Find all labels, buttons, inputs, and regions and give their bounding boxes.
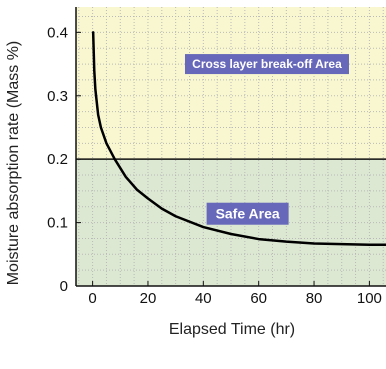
x-tick-label: 60 [250, 290, 267, 307]
y-tick-label: 0 [60, 278, 68, 295]
y-tick-label: 0.3 [47, 88, 68, 105]
y-tick-label: 0.2 [47, 151, 68, 168]
safe-area-label-box [206, 202, 289, 225]
y-tick-label: 0.4 [47, 24, 68, 41]
absorption-curve [91, 31, 386, 247]
y-tick-label: 0.1 [47, 215, 68, 232]
x-axis-label: Elapsed Time (hr) [169, 321, 295, 338]
cross-layer-area-label: Cross layer break-off Area [192, 57, 342, 71]
x-tick-label: 20 [140, 290, 157, 307]
x-tick-label: 100 [357, 290, 382, 307]
cross-layer-area-label-box [184, 54, 349, 75]
x-tick-label: 0 [88, 290, 96, 307]
safe-area-label: Safe Area [216, 206, 280, 222]
x-tick-label: 40 [195, 290, 212, 307]
x-tick-label: 80 [306, 290, 323, 307]
y-axis-label: Moisture absorption rate (Mass %) [5, 41, 22, 286]
